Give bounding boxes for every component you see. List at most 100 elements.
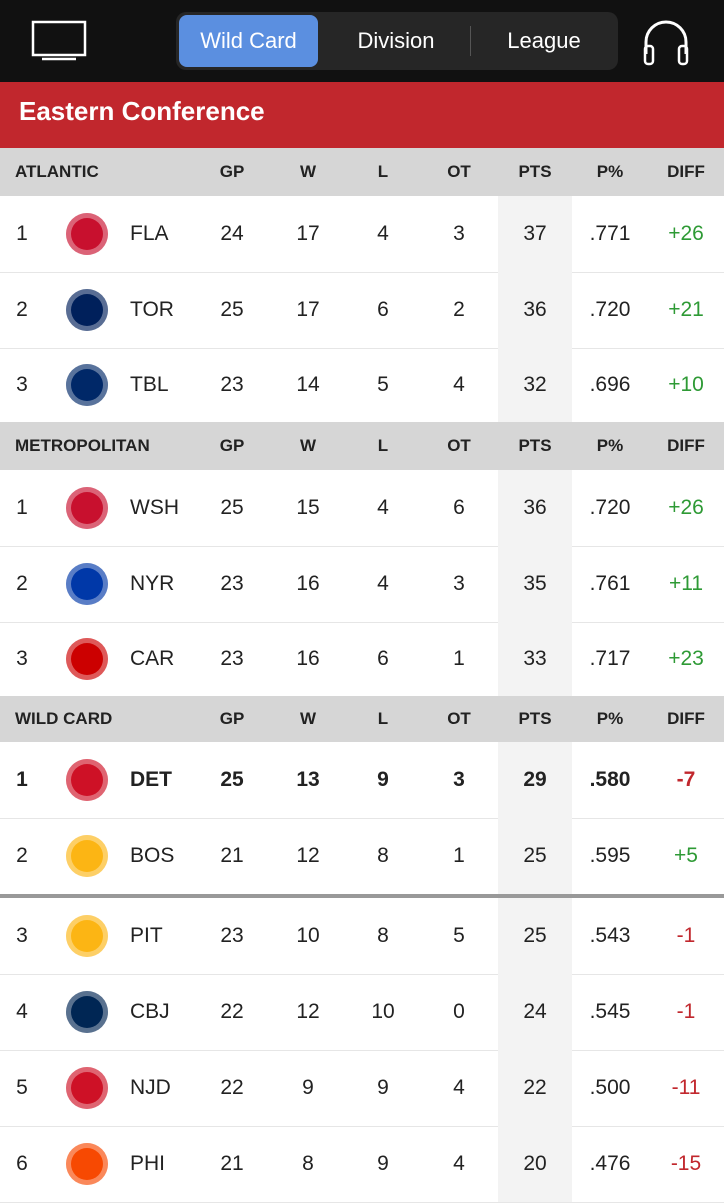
stat: 17	[296, 298, 320, 321]
stat: 3	[453, 222, 465, 245]
team-abbr: TOR	[130, 298, 174, 321]
team-row[interactable]: 2 BOS 21 12 8 1 25 .595 +5	[0, 818, 724, 895]
stat: 8	[302, 1152, 314, 1175]
stat: 16	[296, 647, 320, 670]
conference-title: Eastern Conference	[0, 82, 724, 148]
pts-column-bg	[498, 470, 572, 546]
stat: 10	[296, 924, 320, 947]
stat: 25	[523, 924, 547, 947]
team-row[interactable]: 2 TOR 25 17 6 2 36 .720 +21	[0, 272, 724, 349]
stat: 22	[220, 1000, 244, 1023]
tv-icon[interactable]	[30, 20, 90, 62]
team-row[interactable]: 4 CBJ 22 12 10 0 24 .545 -1	[0, 974, 724, 1051]
rank: 1	[16, 222, 28, 245]
section-header: ATLANTIC GP W L OT PTS P% DIFF	[0, 148, 724, 196]
pts-column-bg	[498, 348, 572, 422]
rank: 1	[16, 768, 28, 791]
stat: 4	[453, 1076, 465, 1099]
stat: .476	[589, 1152, 631, 1175]
pts-column-bg	[498, 1126, 572, 1202]
stat: 4	[453, 373, 465, 396]
team-row[interactable]: 1 WSH 25 15 4 6 36 .720 +26	[0, 470, 724, 547]
team-row[interactable]: 1 DET 25 13 9 3 29 .580 -7	[0, 742, 724, 819]
stat: .771	[589, 222, 631, 245]
rank: 6	[16, 1152, 28, 1175]
stat: 33	[523, 647, 547, 670]
stat: 35	[523, 572, 547, 595]
stat: -7	[676, 768, 696, 791]
stat: +23	[668, 647, 704, 670]
stat: 9	[377, 1152, 389, 1175]
team-logo	[66, 638, 108, 680]
stat: .720	[589, 298, 631, 321]
team-logo	[66, 991, 108, 1033]
pts-column-bg	[498, 622, 572, 696]
team-logo	[66, 759, 108, 801]
team-row[interactable]: 3 PIT 23 10 8 5 25 .543 -1	[0, 898, 724, 975]
stat: 9	[302, 1076, 314, 1099]
stat: +5	[674, 844, 698, 867]
column-header: GP	[219, 162, 245, 181]
team-logo	[66, 487, 108, 529]
pts-column-bg	[498, 974, 572, 1050]
stat: 0	[453, 1000, 465, 1023]
team-row[interactable]: 6 PHI 21 8 9 4 20 .476 -15	[0, 1126, 724, 1203]
column-header: DIFF	[667, 436, 705, 455]
stat: 36	[523, 298, 547, 321]
stat: +10	[668, 373, 704, 396]
column-header: P%	[596, 162, 624, 181]
stat: 24	[220, 222, 244, 245]
stat: .717	[589, 647, 631, 670]
tab[interactable]: League	[507, 28, 581, 53]
team-row[interactable]: 1 FLA 24 17 4 3 37 .771 +26	[0, 196, 724, 273]
audio-icon[interactable]	[640, 16, 692, 68]
stat: +26	[668, 222, 704, 245]
team-row[interactable]: 3 CAR 23 16 6 1 33 .717 +23	[0, 622, 724, 697]
tab[interactable]: Division	[357, 28, 435, 53]
team-abbr: PHI	[130, 1152, 166, 1175]
team-row[interactable]: 2 NYR 23 16 4 3 35 .761 +11	[0, 546, 724, 623]
rank: 2	[16, 298, 28, 321]
column-header: W	[299, 162, 317, 181]
stat: 12	[296, 844, 320, 867]
stat: 22	[523, 1076, 547, 1099]
rank: 3	[16, 924, 28, 947]
stat: 23	[220, 924, 244, 947]
team-abbr: BOS	[130, 844, 175, 867]
stat: 22	[220, 1076, 244, 1099]
team-abbr: PIT	[130, 924, 163, 947]
column-header: DIFF	[667, 709, 705, 728]
stat: 16	[296, 572, 320, 595]
stat: 37	[523, 222, 547, 245]
column-header: OT	[447, 709, 471, 728]
stat: .545	[589, 1000, 631, 1023]
stat: 13	[296, 768, 320, 791]
team-abbr: CAR	[130, 647, 175, 670]
team-logo	[66, 915, 108, 957]
team-row[interactable]: 3 TBL 23 14 5 4 32 .696 +10	[0, 348, 724, 423]
team-logo	[66, 213, 108, 255]
stat: .580	[589, 768, 631, 791]
stat: .543	[589, 924, 631, 947]
stat: 15	[296, 496, 320, 519]
pts-column-bg	[498, 818, 572, 894]
rank: 2	[16, 572, 28, 595]
team-logo	[66, 1143, 108, 1185]
stat: 4	[377, 496, 389, 519]
column-header: L	[377, 709, 389, 728]
pts-column-bg	[498, 742, 572, 818]
stat: -15	[670, 1152, 702, 1175]
team-row[interactable]: 5 NJD 22 9 9 4 22 .500 -11	[0, 1050, 724, 1127]
team-logo	[66, 1067, 108, 1109]
team-abbr: NYR	[130, 572, 175, 595]
stat: .595	[589, 844, 631, 867]
stat: 20	[523, 1152, 547, 1175]
stat: 8	[377, 924, 389, 947]
column-header: W	[299, 709, 317, 728]
stat: 32	[523, 373, 547, 396]
stat: 1	[453, 844, 465, 867]
tab[interactable]: Wild Card	[179, 15, 318, 67]
column-header: PTS	[518, 162, 552, 181]
rank: 1	[16, 496, 28, 519]
cutoff-line	[0, 894, 724, 898]
